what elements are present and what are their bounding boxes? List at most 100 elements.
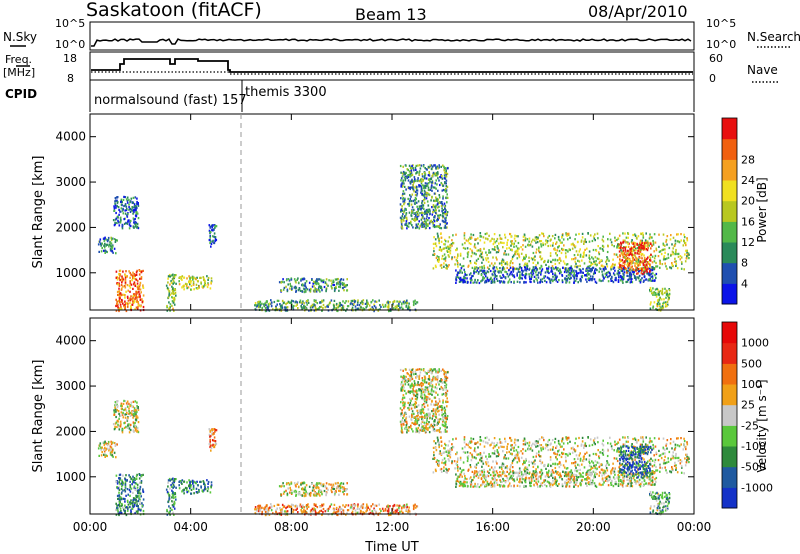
range-gate-cell xyxy=(130,298,133,301)
range-gate-cell xyxy=(207,482,209,485)
range-gate-cell xyxy=(129,297,132,300)
range-gate-cell xyxy=(546,241,549,244)
range-gate-cell xyxy=(337,485,339,488)
range-gate-cell xyxy=(209,287,212,290)
range-gate-cell xyxy=(308,309,310,312)
range-gate-cell xyxy=(119,274,121,277)
range-gate-cell xyxy=(578,250,581,253)
range-gate-cell xyxy=(668,246,671,250)
range-gate-cell xyxy=(486,232,488,235)
range-gate-cell xyxy=(526,264,529,267)
range-gate-cell xyxy=(394,308,397,311)
range-gate-cell xyxy=(433,164,435,167)
range-gate-cell xyxy=(119,498,121,501)
range-gate-cell xyxy=(410,407,413,410)
range-gate-cell xyxy=(467,264,470,267)
range-gate-cell xyxy=(589,278,591,281)
range-gate-cell xyxy=(133,301,135,304)
range-gate-cell xyxy=(532,266,535,269)
range-gate-cell xyxy=(458,280,461,283)
range-gate-cell xyxy=(281,503,284,506)
range-gate-cell xyxy=(501,268,504,272)
range-gate-cell xyxy=(286,288,289,291)
range-gate-cell xyxy=(489,278,492,281)
range-gate-cell xyxy=(513,267,516,270)
range-gate-cell xyxy=(124,489,126,492)
range-gate-cell xyxy=(649,288,651,292)
range-gate-cell xyxy=(124,408,127,411)
range-gate-cell xyxy=(427,223,429,226)
range-gate-cell xyxy=(354,305,357,308)
range-gate-cell xyxy=(576,241,579,244)
range-gate-cell xyxy=(126,426,129,429)
range-gate-cell xyxy=(521,248,524,251)
range-gate-cell xyxy=(327,305,329,308)
range-gate-cell xyxy=(438,239,440,242)
range-gate-cell xyxy=(122,497,125,500)
range-gate-cell xyxy=(172,279,175,282)
range-gate-cell xyxy=(469,236,471,239)
range-gate-cell xyxy=(166,508,168,512)
range-gate-cell xyxy=(401,215,404,218)
range-gate-cell xyxy=(670,254,672,257)
range-gate-cell xyxy=(546,268,549,271)
range-gate-cell xyxy=(428,193,430,196)
range-gate-cell xyxy=(568,248,571,251)
range-gate-cell xyxy=(343,284,346,287)
range-gate-cell xyxy=(656,299,659,302)
range-gate-cell xyxy=(336,282,338,285)
range-gate-cell xyxy=(199,276,201,279)
range-gate-cell xyxy=(196,480,198,483)
range-gate-cell xyxy=(295,304,297,307)
range-gate-cell xyxy=(259,305,261,308)
range-gate-cell xyxy=(633,275,636,278)
range-gate-cell xyxy=(172,483,175,486)
range-gate-cell xyxy=(132,300,134,303)
range-gate-cell xyxy=(535,241,537,244)
range-gate-cell xyxy=(414,202,417,205)
range-gate-cell xyxy=(338,301,341,304)
range-gate-cell xyxy=(496,245,499,248)
range-gate-cell xyxy=(437,172,439,175)
range-gate-cell xyxy=(192,482,194,485)
range-gate-cell xyxy=(664,301,667,304)
range-gate-cell xyxy=(323,285,326,289)
range-gate-cell xyxy=(653,233,656,236)
range-gate-cell xyxy=(210,245,212,248)
range-gate-cell xyxy=(296,301,299,304)
range-gate-cell xyxy=(104,446,106,449)
range-gate-cell xyxy=(172,486,174,489)
range-gate-cell xyxy=(138,290,140,293)
range-gate-cell xyxy=(612,272,615,275)
power-colorbar-label: Power [dB] xyxy=(755,177,769,242)
range-gate-cell xyxy=(654,254,657,257)
range-gate-cell xyxy=(640,278,642,281)
range-gate-cell xyxy=(588,266,590,269)
range-gate-cell xyxy=(509,248,512,251)
range-gate-cell xyxy=(173,275,176,279)
range-gate-cell xyxy=(422,184,425,187)
range-gate-cell xyxy=(629,251,632,254)
range-gate-cell xyxy=(498,242,500,245)
range-gate-cell xyxy=(551,270,554,273)
range-gate-cell xyxy=(298,287,301,290)
range-gate-cell xyxy=(118,505,121,508)
range-gate-cell xyxy=(561,241,563,244)
range-gate-cell xyxy=(506,241,508,244)
range-gate-cell xyxy=(130,295,132,298)
range-gate-cell xyxy=(540,258,543,261)
range-gate-cell xyxy=(289,491,291,494)
range-gate-cell xyxy=(402,416,404,420)
range-gate-cell xyxy=(171,296,173,299)
range-gate-cell xyxy=(641,253,644,256)
range-gate-cell xyxy=(481,267,483,270)
range-gate-cell xyxy=(135,273,138,276)
range-gate-cell xyxy=(200,485,202,488)
range-gate-cell xyxy=(661,290,664,293)
range-gate-cell xyxy=(124,500,126,503)
range-gate-cell xyxy=(115,480,118,484)
range-gate-cell xyxy=(429,188,432,191)
range-gate-cell xyxy=(463,275,465,278)
range-gate-cell xyxy=(467,240,469,243)
range-gate-cell xyxy=(446,167,449,170)
